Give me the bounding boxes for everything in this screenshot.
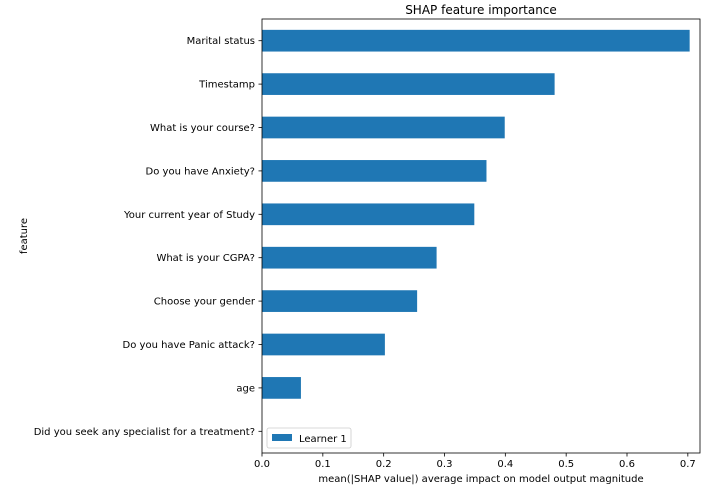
bar [262, 160, 487, 182]
bar [262, 333, 385, 356]
y-tick-label: What is your CGPA? [156, 253, 255, 264]
bar [262, 377, 301, 399]
bar [262, 290, 418, 312]
y-tick-label: Your current year of Study [123, 210, 255, 221]
chart-title: SHAP feature importance [405, 3, 557, 17]
bar [262, 246, 437, 269]
y-tick-label: What is your course? [150, 123, 255, 134]
x-tick-label: 0.5 [558, 459, 574, 470]
x-tick-label: 0.6 [619, 459, 635, 470]
legend-swatch [272, 434, 292, 441]
y-tick-label: Timestamp [198, 80, 255, 91]
x-tick-label: 0.7 [680, 459, 696, 470]
x-tick-label: 0.2 [376, 459, 392, 470]
bar [262, 73, 555, 95]
y-tick-label: Did you seek any specialist for a treatm… [34, 427, 255, 438]
y-axis-ticks: Marital status Timestamp What is your cour… [34, 36, 262, 438]
y-tick-label: age [236, 383, 255, 394]
legend-label: Learner 1 [299, 434, 347, 445]
legend-box [266, 427, 352, 449]
legend: Learner 1 [266, 427, 352, 449]
y-tick-label: Do you have Panic attack? [123, 340, 255, 351]
y-axis-label: feature [19, 218, 30, 254]
y-tick-label: Marital status [187, 36, 255, 47]
x-tick-label: 0.0 [254, 459, 270, 470]
y-tick-label: Choose your gender [154, 297, 256, 308]
x-tick-label: 0.3 [437, 459, 453, 470]
x-tick-label: 0.4 [497, 459, 513, 470]
bar [262, 29, 690, 52]
y-tick-label: Do you have Anxiety? [146, 166, 255, 177]
x-axis-ticks: 0.0 0.1 0.2 0.3 0.4 0.5 0.6 0.7 [254, 453, 696, 470]
x-axis-label: mean(|SHAP value|) average impact on mod… [318, 474, 643, 485]
bar [262, 116, 505, 139]
x-tick-label: 0.1 [315, 459, 331, 470]
bar [262, 203, 475, 226]
plot-frame [261, 18, 701, 454]
bars-group [262, 29, 690, 399]
